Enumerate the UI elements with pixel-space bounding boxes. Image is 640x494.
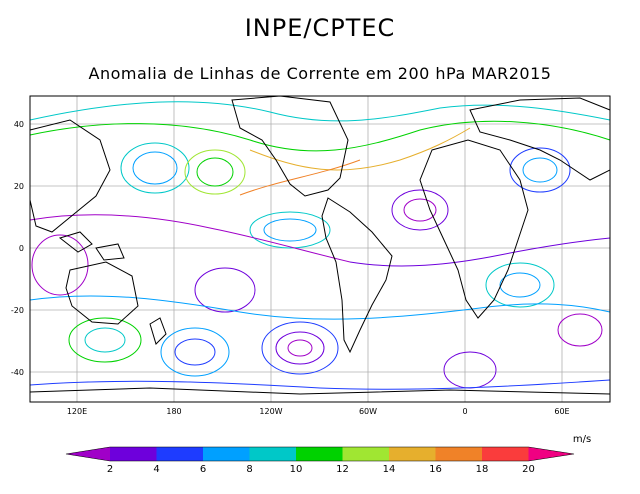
colorbar-segment bbox=[389, 447, 436, 461]
colorbar-segment bbox=[249, 447, 296, 461]
colorbar-segment bbox=[342, 447, 389, 461]
lon-tick-label: 180 bbox=[166, 407, 181, 416]
colorbar-label: 4 bbox=[153, 464, 159, 475]
colorbar-segment bbox=[435, 447, 482, 461]
lat-tick-label: 40 bbox=[14, 120, 24, 129]
colorbar-label: 16 bbox=[429, 464, 442, 475]
colorbar-segment bbox=[110, 447, 157, 461]
lon-tick-label: 0 bbox=[462, 407, 467, 416]
lon-tick-label: 120W bbox=[259, 407, 282, 416]
lon-tick-label: 60W bbox=[359, 407, 377, 416]
lon-tick-label: 120E bbox=[67, 407, 87, 416]
colorbar-label: 14 bbox=[383, 464, 396, 475]
colorbar-segment bbox=[296, 447, 343, 461]
latitude-axis: 40 20 0 -20 -40 bbox=[11, 120, 24, 377]
lat-tick-label: 0 bbox=[19, 244, 24, 253]
colorbar-label: 8 bbox=[246, 464, 252, 475]
colorbar-label: 18 bbox=[476, 464, 489, 475]
colorbar-label: 6 bbox=[200, 464, 206, 475]
colorbar-label: 2 bbox=[107, 464, 113, 475]
streamlines bbox=[29, 101, 611, 390]
longitude-axis: 120E 180 120W 60W 0 60E bbox=[67, 407, 570, 416]
lat-tick-label: -20 bbox=[11, 306, 24, 315]
lat-tick-label: -40 bbox=[11, 368, 24, 377]
colorbar-label: 20 bbox=[522, 464, 535, 475]
colorbar-label: 12 bbox=[336, 464, 349, 475]
colorbar-unit: m/s bbox=[573, 434, 591, 445]
colorbar-label: 10 bbox=[290, 464, 303, 475]
grid-lines bbox=[30, 96, 610, 402]
colorbar-left-arrow bbox=[66, 447, 110, 461]
coastlines bbox=[29, 95, 611, 395]
map-area bbox=[29, 95, 611, 403]
colorbar-segment bbox=[482, 447, 529, 461]
lat-tick-label: 20 bbox=[14, 182, 24, 191]
colorbar-right-arrow bbox=[528, 447, 574, 461]
page-title: INPE/CPTEC bbox=[244, 14, 396, 42]
colorbar-segment bbox=[203, 447, 250, 461]
colorbar: 2 4 6 8 10 12 14 16 18 20 m/s bbox=[65, 434, 591, 475]
lon-tick-label: 60E bbox=[554, 407, 569, 416]
map-subtitle: Anomalia de Linhas de Corrente em 200 hP… bbox=[88, 64, 552, 83]
colorbar-segment bbox=[156, 447, 203, 461]
